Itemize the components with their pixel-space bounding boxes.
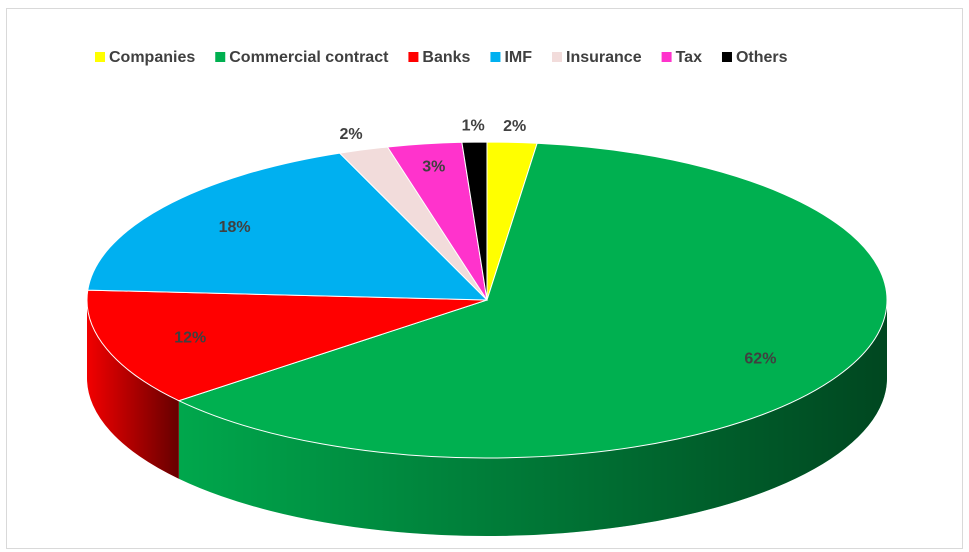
slice-side-shade xyxy=(178,300,888,536)
slice-side-shade xyxy=(87,300,179,479)
slice xyxy=(461,141,488,301)
slice xyxy=(87,152,489,301)
slice xyxy=(86,289,488,402)
legend-label: Commercial contract xyxy=(229,49,389,66)
legend-swatch xyxy=(721,52,732,62)
legend-swatch xyxy=(490,52,501,62)
legend-label: Tax xyxy=(676,49,702,66)
legend-swatch xyxy=(95,52,105,62)
data-label: 2% xyxy=(503,118,526,135)
legend-swatch xyxy=(661,52,672,62)
data-label: 62% xyxy=(744,351,776,368)
legend-label: IMF xyxy=(504,49,532,66)
legend-swatch xyxy=(408,52,419,62)
legend-label: Insurance xyxy=(566,49,642,66)
data-label: 3% xyxy=(422,159,445,176)
data-label: 18% xyxy=(219,219,251,236)
data-label: 2% xyxy=(339,126,362,143)
legend-label: Others xyxy=(736,49,788,66)
slice xyxy=(177,142,888,459)
data-label: 12% xyxy=(174,329,206,346)
legend-swatch xyxy=(215,52,226,62)
data-label: 1% xyxy=(462,118,485,135)
legend-swatch xyxy=(552,52,562,62)
legend-label: Companies xyxy=(109,49,195,66)
legend-label: Banks xyxy=(422,49,470,66)
